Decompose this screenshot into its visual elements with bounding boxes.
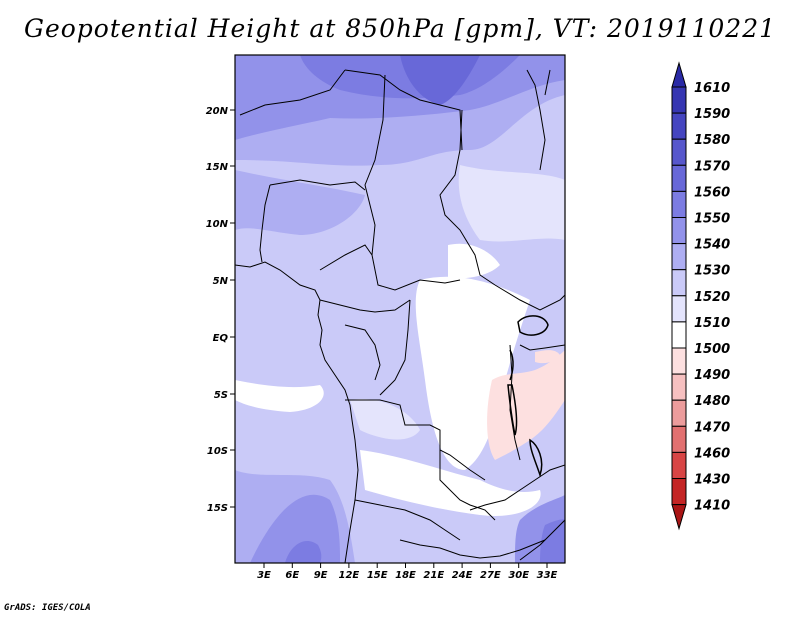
lat-label: 10N [206,219,229,230]
colorbar-swatch [671,295,687,323]
lon-label: 18E [395,570,416,581]
colorbar-swatch [671,164,687,192]
colorbar-label: 1460 [694,446,730,461]
colorbar-swatch [671,478,687,506]
colorbar-label: 1410 [694,499,730,514]
lon-label: 3E [257,570,271,581]
colorbar-label: 1520 [694,290,730,305]
colorbar-label: 1570 [694,159,730,174]
lat-label: 10S [207,446,228,457]
lat-label: 20N [206,106,229,117]
colorbar-swatch [671,451,687,479]
lon-label: 15E [367,570,388,581]
colorbar-swatch [671,138,687,166]
colorbar-label: 1430 [694,473,730,488]
colorbar-bottom-arrow [671,504,687,531]
colorbar-swatch [671,112,687,140]
map-title: Geopotential Height at 850hPa [gpm], VT:… [23,14,777,43]
colorbar-label: 1560 [694,185,730,200]
map-axes: 20N 15N 10N 5N EQ 5S 10S 15S 3E 6E 9E 12E 15E 18E 21E 2… [206,54,566,581]
lon-label: 21E [423,570,444,581]
lakes [507,315,549,478]
lon-label: 6E [285,570,299,581]
lon-label: 33E [537,570,558,581]
colorbar-swatch [671,399,687,427]
colorbar-label: 1480 [694,394,730,409]
lat-label: 15S [207,503,228,514]
colorbar-swatch [671,373,687,401]
colorbar-swatch [671,269,687,297]
lon-label: 12E [339,570,360,581]
lon-label: 9E [314,570,328,581]
lon-label: 27E [480,570,501,581]
lon-label: 30E [508,570,529,581]
colorbar-label: 1540 [694,238,730,253]
lat-label: 5N [213,276,229,287]
colorbar-swatch [671,425,687,453]
colorbar-swatch [671,86,687,114]
grads-credit: GrADS: IGES/COLA [4,603,91,613]
colorbar-label: 1590 [694,107,730,122]
colorbar-label: 1490 [694,368,730,383]
height-field [235,55,565,563]
lon-label: 24E [452,570,473,581]
colorbar-top-arrow [671,61,687,88]
colorbar: 1610 1590 1580 1570 1560 1550 1540 1530 1520 1510… [671,61,730,531]
lat-label: 15N [206,162,229,173]
colorbar-swatch [671,243,687,271]
colorbar-label: 1550 [694,212,730,227]
colorbar-swatch [671,321,687,349]
colorbar-swatch [671,217,687,245]
country-boundaries [235,69,565,563]
colorbar-label: 1510 [694,316,730,331]
colorbar-swatch [671,190,687,218]
colorbar-swatch [671,347,687,375]
colorbar-label: 1610 [694,81,730,96]
colorbar-label: 1530 [694,264,730,279]
colorbar-label: 1470 [694,420,730,435]
colorbar-label: 1500 [694,342,730,357]
lat-label: EQ [213,333,229,344]
colorbar-label: 1580 [694,133,730,148]
lat-label: 5S [214,390,228,401]
